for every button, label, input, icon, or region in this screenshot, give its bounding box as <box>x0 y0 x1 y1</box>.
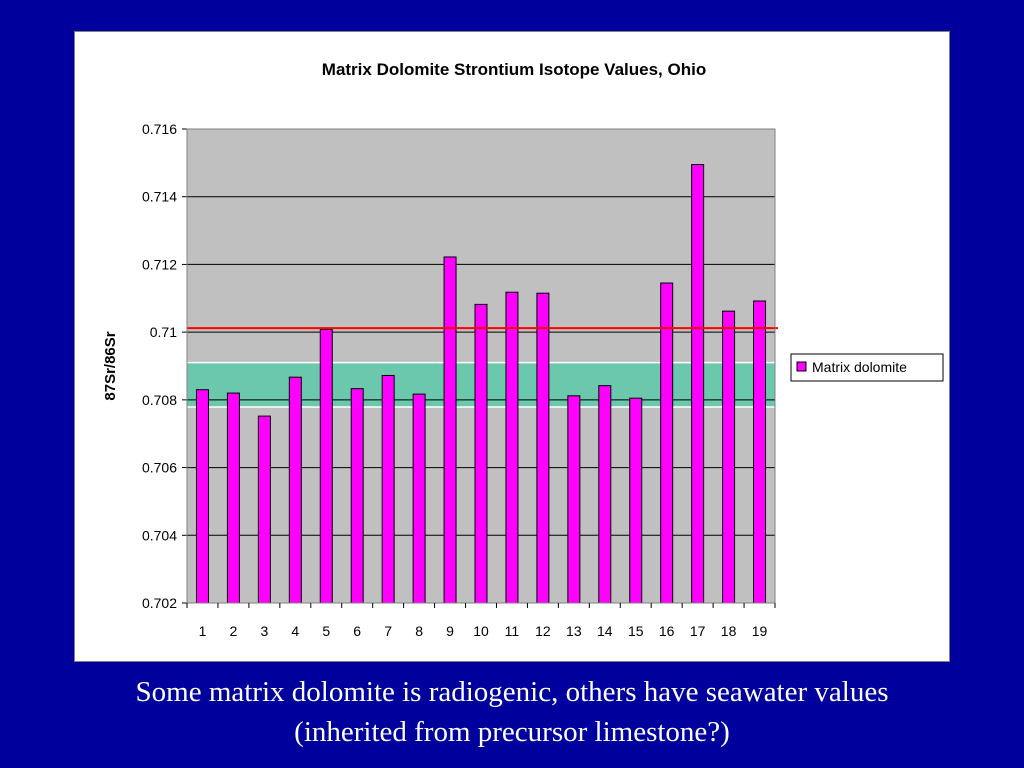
bar <box>195 389 209 604</box>
bar-chart: Matrix Dolomite Strontium Isotope Values… <box>102 60 944 639</box>
plot-border <box>186 128 776 604</box>
bar <box>381 374 395 604</box>
x-tick-label: 16 <box>659 623 675 639</box>
bar <box>505 291 519 604</box>
plot-area: 0.716 0.714 0.712 0.71 0.708 0.706 0.704 0.702 1… <box>142 121 778 639</box>
bar <box>567 395 581 604</box>
x-tick-label: 18 <box>721 623 737 639</box>
legend-label: Matrix dolomite <box>812 359 907 375</box>
legend-swatch <box>796 361 807 372</box>
x-tick-label: 3 <box>260 623 268 639</box>
x-tick-label: 10 <box>473 623 489 639</box>
x-tick-label: 11 <box>505 623 520 639</box>
x-tick-label: 8 <box>415 623 423 639</box>
y-tick-label: 0.706 <box>142 460 177 476</box>
y-tick-label: 0.702 <box>142 595 177 611</box>
chart-title: Matrix Dolomite Strontium Isotope Values… <box>322 60 706 79</box>
y-tick-label: 0.708 <box>142 392 177 408</box>
y-tick-label: 0.716 <box>142 121 177 137</box>
y-tick-label: 0.704 <box>142 527 177 543</box>
caption-line-2: (inherited from precursor limestone?) <box>294 716 730 748</box>
y-tick-label: 0.71 <box>150 324 177 340</box>
x-tick-label: 1 <box>199 623 207 639</box>
y-tick-label: 0.714 <box>142 189 177 205</box>
x-tick-label: 5 <box>322 623 330 639</box>
bar <box>660 282 674 604</box>
bar <box>319 328 333 604</box>
x-tick-label: 4 <box>291 623 299 639</box>
x-tick-label: 17 <box>690 623 706 639</box>
x-tick-label: 14 <box>597 623 613 639</box>
bar <box>629 397 643 604</box>
y-tick-label: 0.712 <box>142 256 177 272</box>
bar <box>443 256 457 604</box>
bar <box>753 300 767 604</box>
legend-box <box>790 353 944 382</box>
x-tick-label: 7 <box>384 623 392 639</box>
x-tick-label: 6 <box>353 623 361 639</box>
bar <box>350 388 364 604</box>
y-axis-title: 87Sr/86Sr <box>102 331 119 400</box>
bar <box>691 164 705 604</box>
bar <box>226 392 240 604</box>
x-tick-label: 12 <box>535 623 551 639</box>
bar <box>474 303 488 604</box>
bar <box>257 415 271 604</box>
x-tick-label: 13 <box>566 623 582 639</box>
caption-line-1: Some matrix dolomite is radiogenic, othe… <box>135 676 889 708</box>
x-tick-label: 9 <box>446 623 454 639</box>
x-tick-label: 2 <box>230 623 238 639</box>
bar <box>288 376 302 604</box>
chart-panel: Matrix Dolomite Strontium Isotope Values… <box>74 31 950 662</box>
bar <box>412 393 426 604</box>
x-tick-label: 15 <box>628 623 644 639</box>
bar <box>722 310 736 604</box>
legend: Matrix dolomite <box>790 353 944 382</box>
bar <box>598 385 612 604</box>
x-tick-label: 19 <box>752 623 768 639</box>
bar <box>536 292 550 604</box>
